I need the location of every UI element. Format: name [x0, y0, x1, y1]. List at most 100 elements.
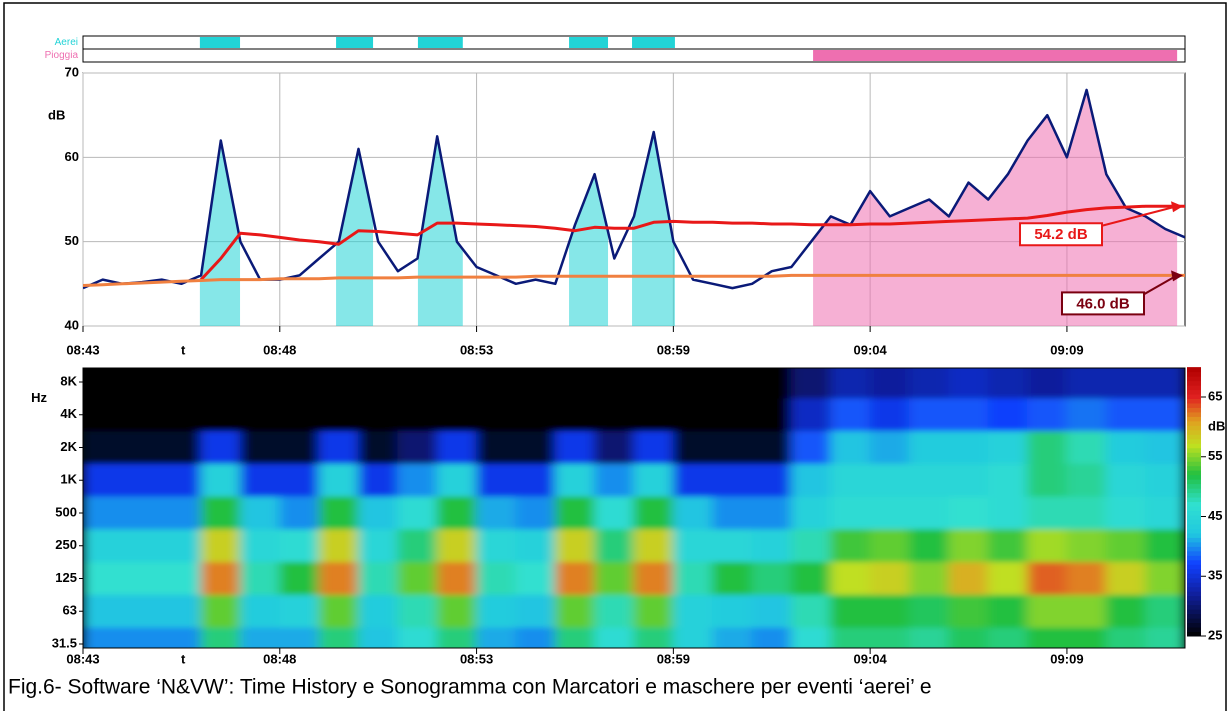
heatmap-cell — [633, 463, 674, 498]
colorbar-step — [1187, 461, 1201, 467]
heatmap-cell — [397, 594, 438, 629]
heatmap-cell — [1105, 594, 1147, 629]
heatmap-cell — [751, 431, 792, 465]
series-line — [83, 273, 1185, 287]
heatmap-cell — [594, 529, 635, 563]
heatmap-cell — [633, 431, 674, 465]
y-tick-label: 60 — [65, 149, 79, 164]
event-area — [813, 89, 1178, 326]
colorbar-step — [1187, 510, 1201, 516]
heatmap-cell — [554, 431, 596, 465]
heatmap-cell — [869, 398, 910, 432]
y-tick-label: 31.5 — [52, 635, 77, 650]
heatmap-cell — [121, 368, 163, 399]
colorbar-step — [1187, 591, 1201, 597]
x-axis-label: t — [181, 651, 186, 666]
heatmap-cell — [397, 398, 438, 432]
heatmap-cell — [83, 496, 123, 530]
heatmap-cell — [830, 463, 871, 498]
colorbar-step — [1187, 398, 1201, 404]
heatmap-cell — [515, 562, 556, 596]
heatmap-cell — [515, 431, 556, 465]
heatmap-cell — [476, 368, 517, 399]
heatmap-cell — [358, 398, 399, 432]
event-label: Pioggia — [45, 50, 79, 61]
heatmap-cell — [790, 562, 832, 596]
annotation-arrowhead — [1171, 201, 1183, 213]
heatmap-cell — [987, 463, 1029, 498]
colorbar-step — [1187, 604, 1201, 610]
x-tick-label: 09:04 — [854, 342, 888, 357]
colorbar-step — [1187, 438, 1201, 444]
heatmap-cell — [869, 562, 910, 596]
heatmap-cell — [1066, 529, 1107, 563]
heatmap-cell — [712, 529, 753, 563]
heatmap-cell — [948, 594, 989, 629]
x-tick-label: 08:53 — [460, 651, 493, 666]
colorbar-label: 45 — [1208, 508, 1222, 523]
colorbar-step — [1187, 447, 1201, 453]
heatmap-cell — [318, 368, 359, 399]
y-axis-label: Hz — [31, 390, 47, 405]
colorbar-step — [1187, 627, 1201, 633]
heatmap-cell — [436, 431, 478, 465]
heatmap-cell — [633, 562, 674, 596]
heatmap-cell — [1105, 529, 1147, 563]
caption: Fig.6- Software ‘N&VW’: Time History e S… — [8, 676, 932, 699]
y-tick-label: 4K — [60, 406, 77, 421]
heatmap-cell — [987, 431, 1029, 465]
heatmap-cell — [1145, 562, 1185, 596]
colorbar-step — [1187, 600, 1201, 606]
heatmap-cell — [830, 562, 871, 596]
heatmap-cell — [239, 398, 281, 432]
colorbar-step — [1187, 429, 1201, 435]
heatmap-cell — [397, 627, 438, 648]
colorbar-step — [1187, 420, 1201, 426]
colorbar-step — [1187, 371, 1201, 377]
heatmap-cell — [121, 496, 163, 530]
heatmap-cell — [358, 496, 399, 530]
colorbar-step — [1187, 586, 1201, 592]
heatmap-cell — [279, 594, 320, 629]
heatmap-cell — [1145, 529, 1185, 563]
series-line — [200, 204, 1185, 281]
heatmap-cell — [515, 398, 556, 432]
heatmap-cell — [279, 529, 320, 563]
heatmap-cell — [1105, 496, 1147, 530]
heatmap-cell — [751, 594, 792, 629]
colorbar-step — [1187, 523, 1201, 529]
colorbar-step — [1187, 519, 1201, 525]
colorbar-label: 65 — [1208, 388, 1222, 403]
heatmap-cell — [869, 529, 910, 563]
heatmap-cell — [436, 594, 478, 629]
heatmap-cell — [1145, 398, 1185, 432]
y-tick-label: 1K — [60, 472, 77, 487]
heatmap-cell — [830, 496, 871, 530]
colorbar-step — [1187, 402, 1201, 408]
y-tick-label: 50 — [65, 233, 79, 248]
x-axis-label: t — [181, 342, 186, 357]
colorbar-step — [1187, 546, 1201, 552]
heatmap-cell — [1027, 496, 1068, 530]
heatmap-cell — [909, 594, 950, 629]
heatmap-cell — [751, 496, 792, 530]
heatmap-cell — [909, 398, 950, 432]
heatmap-cell — [318, 398, 359, 432]
heatmap-cell — [161, 529, 202, 563]
heatmap-cell — [987, 529, 1029, 563]
heatmap-cell — [1027, 627, 1068, 648]
heatmap-cell — [1145, 627, 1185, 648]
x-tick-label: 08:48 — [263, 342, 296, 357]
heatmap-cell — [712, 368, 753, 399]
heatmap-cell — [869, 431, 910, 465]
heatmap-cell — [200, 398, 241, 432]
y-tick-label: 250 — [55, 537, 77, 552]
heatmap-cell — [830, 398, 871, 432]
colorbar-step — [1187, 559, 1201, 565]
heatmap-cell — [594, 368, 635, 399]
heatmap-cell — [318, 529, 359, 563]
y-tick-label: 40 — [65, 317, 79, 332]
heatmap-cell — [554, 496, 596, 530]
heatmap-cell — [397, 496, 438, 530]
heatmap-cell — [1066, 431, 1107, 465]
